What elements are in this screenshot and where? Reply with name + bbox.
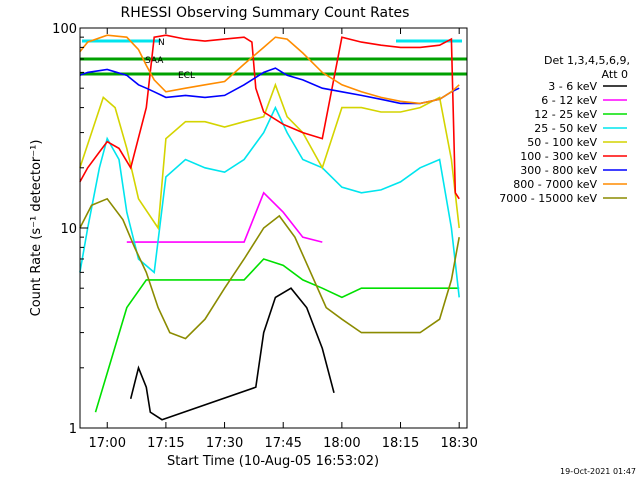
y-tick-label-2: 100: [52, 22, 77, 37]
series-line-8: [79, 197, 460, 340]
series-line-4: [79, 82, 460, 231]
chart-title: RHESSI Observing Summary Count Rates: [121, 5, 410, 21]
x-tick-label-0: 17:00: [89, 436, 126, 451]
legend-label-5: 100 - 300 keV: [520, 150, 597, 163]
legend-header-line-1: Det 1,3,4,5,6,9,: [544, 54, 630, 67]
x-tick-label-3: 17:45: [264, 436, 301, 451]
series-lines: [79, 34, 460, 421]
series-line-2: [94, 258, 460, 413]
series-line-6: [79, 67, 460, 105]
flag-label-n: N: [158, 38, 165, 48]
x-tick-label-4: 18:00: [323, 436, 360, 451]
y-axis-label: Count Rate (s⁻¹ detector⁻¹): [29, 140, 44, 317]
x-axis-label: Start Time (10-Aug-05 16:53:02): [167, 454, 379, 469]
axes: 17:00 17:15 17:30 17:45 18:00 18:15 18:30 1 10 10…: [52, 22, 478, 451]
series-line-1: [126, 191, 323, 243]
series-line-0: [129, 287, 335, 421]
series-line-7: [79, 34, 460, 105]
x-tick-label-5: 18:15: [382, 436, 419, 451]
legend-label-2: 12 - 25 keV: [534, 108, 597, 121]
series-line-5: [79, 34, 460, 200]
x-tick-label-1: 17:15: [147, 436, 184, 451]
x-tick-label-6: 18:30: [440, 436, 477, 451]
legend-label-8: 7000 - 15000 keV: [499, 192, 597, 205]
flag-label-ecl: ECL: [178, 71, 195, 81]
y-tick-label-1: 10: [60, 222, 77, 237]
series-line-3: [79, 105, 460, 298]
legend-label-6: 300 - 800 keV: [520, 164, 597, 177]
x-tick-label-2: 17:30: [206, 436, 243, 451]
generated-timestamp: 19-Oct-2021 01:47: [560, 467, 636, 476]
flag-markers: N SAA ECL: [80, 38, 467, 81]
legend-label-0: 3 - 6 keV: [548, 80, 597, 93]
flag-label-saa: SAA: [145, 56, 164, 66]
legend-label-1: 6 - 12 keV: [541, 94, 597, 107]
legend-label-3: 25 - 50 keV: [534, 122, 597, 135]
legend-label-7: 800 - 7000 keV: [513, 178, 597, 191]
legend-header-line-2: Att 0: [602, 68, 628, 81]
legend-label-4: 50 - 100 keV: [527, 136, 597, 149]
plot-area: [80, 28, 467, 428]
y-tick-label-0: 1: [69, 422, 77, 437]
